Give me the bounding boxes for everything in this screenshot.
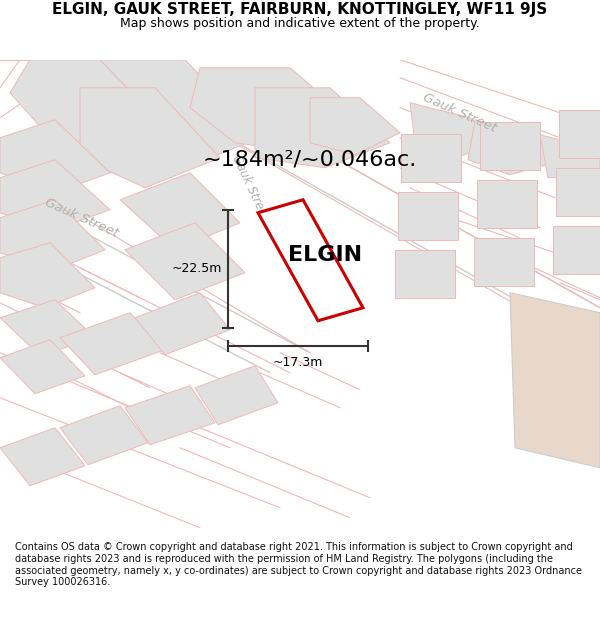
Text: ~184m²/~0.046ac.: ~184m²/~0.046ac.	[203, 150, 417, 170]
Polygon shape	[480, 122, 540, 170]
Text: ELGIN, GAUK STREET, FAIRBURN, KNOTTINGLEY, WF11 9JS: ELGIN, GAUK STREET, FAIRBURN, KNOTTINGLE…	[52, 1, 548, 16]
Polygon shape	[0, 160, 110, 230]
Text: ~17.3m: ~17.3m	[273, 356, 323, 369]
Polygon shape	[0, 120, 110, 192]
Polygon shape	[60, 312, 165, 375]
Polygon shape	[310, 98, 400, 155]
Polygon shape	[195, 366, 278, 425]
Polygon shape	[410, 102, 500, 158]
Polygon shape	[559, 110, 600, 158]
Polygon shape	[125, 222, 245, 300]
Polygon shape	[120, 173, 240, 250]
Polygon shape	[395, 250, 455, 298]
Polygon shape	[553, 226, 600, 274]
Polygon shape	[468, 120, 565, 175]
Polygon shape	[100, 60, 260, 172]
Polygon shape	[0, 428, 85, 486]
Text: Gauk Street: Gauk Street	[229, 153, 271, 222]
Polygon shape	[255, 88, 390, 168]
Polygon shape	[0, 340, 85, 394]
Text: ELGIN: ELGIN	[289, 245, 362, 265]
Text: Gauk Street: Gauk Street	[43, 196, 121, 240]
Polygon shape	[258, 200, 363, 321]
Polygon shape	[0, 200, 105, 270]
Polygon shape	[135, 292, 230, 355]
Polygon shape	[190, 68, 360, 152]
Text: ~22.5m: ~22.5m	[172, 262, 222, 275]
Polygon shape	[80, 88, 220, 188]
Text: Contains OS data © Crown copyright and database right 2021. This information is : Contains OS data © Crown copyright and d…	[15, 542, 582, 588]
Polygon shape	[398, 192, 458, 240]
Polygon shape	[510, 292, 600, 468]
Polygon shape	[540, 135, 600, 178]
Polygon shape	[10, 60, 180, 172]
Polygon shape	[556, 168, 600, 216]
Polygon shape	[401, 134, 461, 182]
Polygon shape	[0, 242, 95, 308]
Text: Map shows position and indicative extent of the property.: Map shows position and indicative extent…	[120, 18, 480, 31]
Text: Gauk Street: Gauk Street	[421, 91, 499, 135]
Polygon shape	[125, 386, 215, 445]
Polygon shape	[60, 406, 148, 465]
Polygon shape	[0, 300, 95, 356]
Polygon shape	[474, 238, 534, 286]
Polygon shape	[477, 180, 537, 228]
